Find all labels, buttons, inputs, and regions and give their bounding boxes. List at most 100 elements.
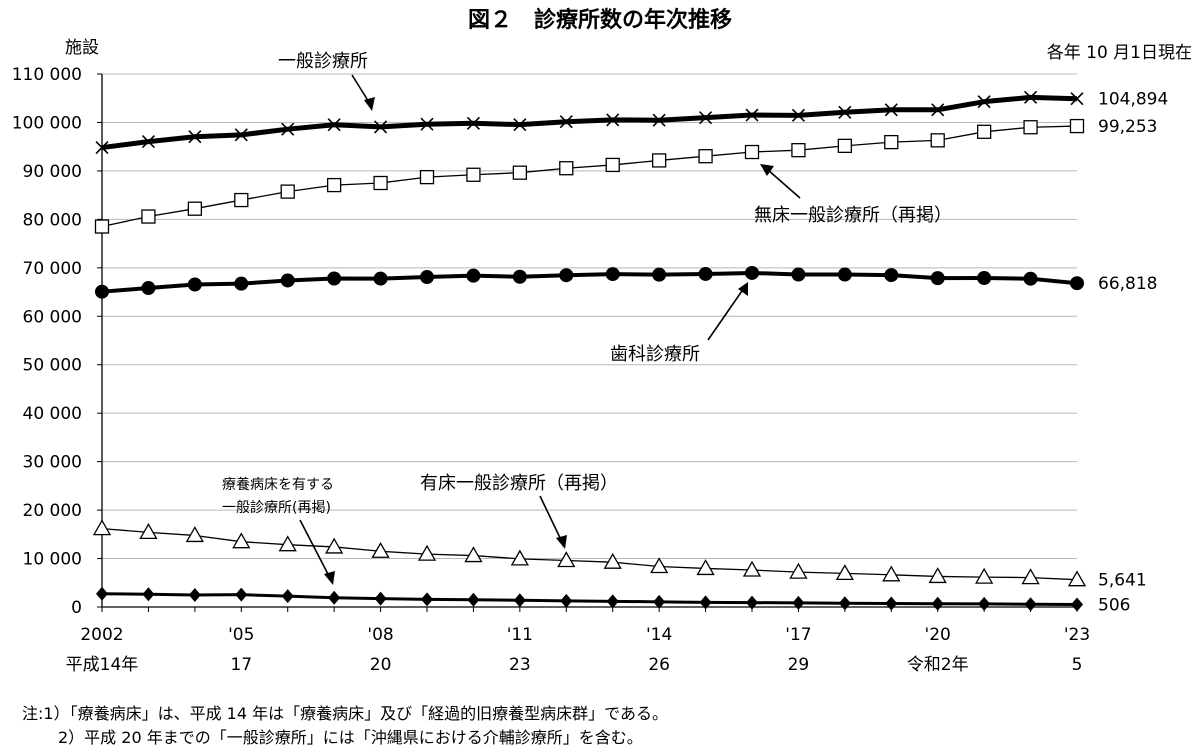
data-point (606, 113, 620, 127)
data-point (1070, 276, 1084, 291)
arrow-general-head (364, 97, 375, 111)
y-tick-label: 90 000 (23, 162, 82, 182)
x-marker-stroke (1024, 90, 1038, 104)
data-point (791, 143, 806, 158)
data-point (374, 120, 388, 134)
x-tick-label-era: 26 (648, 655, 670, 675)
data-point (325, 537, 344, 554)
end-value-label: 104,894 (1098, 90, 1168, 110)
data-point (838, 596, 851, 611)
data-point (141, 135, 155, 149)
data-point (510, 549, 529, 566)
data-point (977, 95, 991, 109)
data-point (466, 116, 480, 130)
y-tick-label: 100 000 (12, 113, 82, 133)
data-point (559, 161, 574, 176)
x-tick-label-era: 29 (788, 655, 810, 675)
data-point (976, 124, 992, 139)
data-point (1023, 271, 1038, 286)
arrow-bedless-head (760, 164, 774, 176)
data-point (95, 140, 109, 155)
markers-layer (92, 90, 1087, 612)
data-point (187, 277, 202, 292)
label-ltc-beds-line2: 一般診療所(再掲) (222, 499, 331, 516)
x-tick-label-era: 23 (509, 655, 531, 675)
y-tick-label: 60 000 (23, 307, 82, 327)
data-point (791, 267, 806, 282)
data-point (1023, 120, 1038, 135)
data-point (466, 268, 481, 283)
x-marker-stroke (745, 108, 759, 122)
data-point (188, 587, 201, 602)
data-point (371, 541, 390, 558)
data-point (420, 270, 434, 285)
data-point (745, 265, 759, 280)
annotation-arrows (299, 74, 801, 585)
arrow-dental (707, 287, 745, 341)
y-tick-label: 110 000 (12, 65, 82, 85)
data-point (513, 593, 526, 608)
data-point (882, 565, 901, 582)
data-point (142, 587, 155, 602)
data-point (978, 596, 991, 611)
data-point (746, 595, 758, 610)
data-point (466, 167, 481, 182)
label-general-clinics: 一般診療所 (278, 51, 368, 72)
x-marker-stroke (838, 105, 852, 119)
arrow-ltc-head (324, 571, 335, 585)
data-point (835, 564, 854, 581)
label-bedded-clinics: 有床一般診療所（再掲） (420, 473, 618, 494)
x-marker-stroke (281, 122, 295, 136)
data-point (928, 567, 947, 584)
data-point (417, 544, 437, 561)
x-marker-stroke (513, 118, 527, 132)
end-value-label: 506 (1098, 596, 1130, 616)
x-marker-stroke (466, 116, 480, 130)
x-marker-stroke (188, 130, 202, 144)
data-point (698, 149, 713, 164)
data-point (837, 138, 853, 154)
x-tick-label-era: 令和2年 (907, 655, 969, 675)
data-point (606, 594, 619, 609)
data-point (234, 128, 248, 142)
data-point (373, 175, 388, 191)
end-labels: 104,894 99,253 66,818 5,641 506 (1098, 90, 1168, 616)
label-dental-clinics: 歯科診療所 (610, 344, 700, 365)
x-tick-label: '23 (1064, 625, 1090, 645)
x-marker-stroke (1070, 92, 1084, 106)
data-point (744, 144, 760, 160)
footnote-2: 2）平成 20 年までの「一般診療所」には「沖縄県における介輔診療所」を含む。 (58, 728, 643, 747)
x-marker-stroke (374, 120, 388, 134)
x-tick-label-era: 5 (1072, 655, 1083, 675)
x-marker-stroke (977, 95, 991, 109)
x-axis-labels: 2002 平成14年 '05 17 '08 20 '11 23 '14 26 '17 29 '20 令和2… (66, 625, 1090, 675)
data-point (280, 273, 295, 288)
data-point (975, 567, 994, 584)
data-point (95, 284, 109, 299)
data-point (281, 589, 294, 604)
chart-title: 図２ 診療所数の年次推移 (468, 7, 732, 33)
y-tick-label: 40 000 (23, 404, 82, 424)
data-point (96, 586, 108, 601)
label-ltc-beds-line1: 療養病床を有する (222, 476, 334, 493)
x-tick-label-era: 17 (230, 655, 252, 675)
data-point (1070, 92, 1084, 106)
data-point (838, 105, 852, 119)
arrow-bedded (539, 495, 563, 543)
data-point (931, 103, 945, 117)
end-value-label: 99,253 (1098, 117, 1157, 137)
data-point (280, 184, 295, 199)
x-tick-label: '20 (925, 625, 951, 645)
x-tick-label: 2002 (80, 625, 123, 645)
x-marker-stroke (141, 135, 155, 149)
data-point (373, 271, 388, 286)
data-point (1024, 90, 1038, 104)
data-point (328, 590, 341, 605)
arrow-bedded-head (556, 535, 567, 549)
series-line-3 (101, 527, 1078, 581)
y-tick-label: 30 000 (23, 453, 82, 473)
data-point (420, 117, 434, 131)
data-point (281, 122, 295, 136)
data-point (977, 270, 992, 285)
